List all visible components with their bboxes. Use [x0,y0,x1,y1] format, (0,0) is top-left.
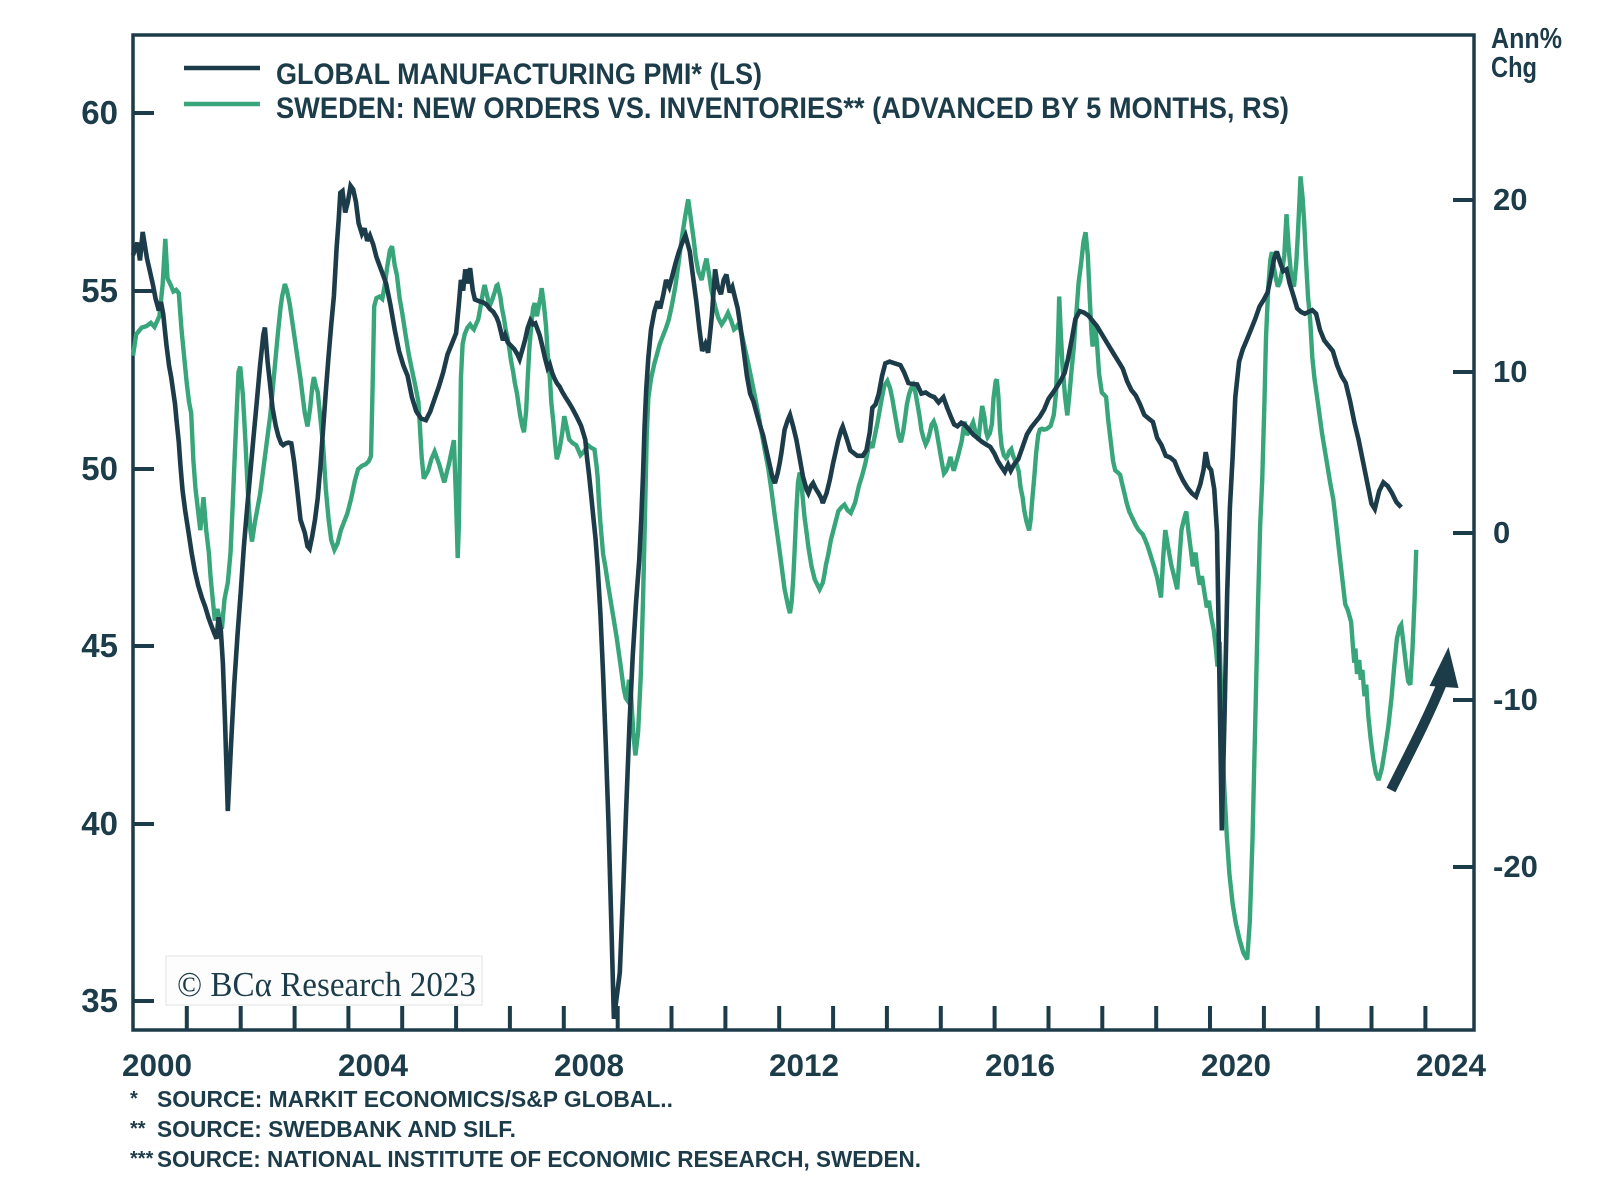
svg-text:SOURCE: MARKIT ECONOMICS/S&P G: SOURCE: MARKIT ECONOMICS/S&P GLOBAL.. [157,1086,673,1112]
svg-text:45: 45 [81,627,118,664]
svg-text:*: * [130,1088,138,1110]
svg-text:-20: -20 [1493,849,1538,884]
svg-text:2000: 2000 [122,1047,192,1083]
svg-text:10: 10 [1493,354,1527,389]
svg-text:2016: 2016 [985,1047,1055,1083]
svg-text:Ann%: Ann% [1491,23,1562,55]
svg-text:Chg: Chg [1491,52,1537,84]
svg-text:**: ** [130,1118,146,1140]
svg-text:***: *** [130,1148,154,1170]
svg-text:55: 55 [81,272,118,309]
svg-text:© BCα Research 2023: © BCα Research 2023 [177,965,476,1004]
svg-text:2004: 2004 [338,1047,409,1083]
svg-text:SOURCE: NATIONAL INSTITUTE OF: SOURCE: NATIONAL INSTITUTE OF ECONOMIC R… [157,1146,921,1172]
svg-text:2024: 2024 [1416,1047,1487,1083]
svg-text:60: 60 [81,94,118,131]
svg-text:35: 35 [81,982,118,1019]
svg-text:40: 40 [81,805,118,842]
svg-text:GLOBAL MANUFACTURING PMI* (LS): GLOBAL MANUFACTURING PMI* (LS) [276,58,762,91]
svg-text:-10: -10 [1493,682,1538,717]
svg-text:20: 20 [1493,182,1527,217]
svg-text:2012: 2012 [769,1047,839,1083]
svg-text:0: 0 [1493,515,1510,550]
svg-text:SOURCE: SWEDBANK AND SILF.: SOURCE: SWEDBANK AND SILF. [157,1116,516,1142]
svg-text:50: 50 [81,450,118,487]
svg-text:2008: 2008 [554,1047,624,1083]
svg-text:2020: 2020 [1201,1047,1271,1083]
svg-text:SWEDEN: NEW ORDERS VS. INVENTO: SWEDEN: NEW ORDERS VS. INVENTORIES** (AD… [276,92,1289,125]
